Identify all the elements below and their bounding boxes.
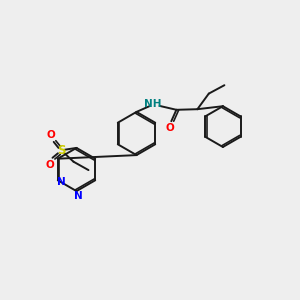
Text: NH: NH — [144, 99, 162, 110]
Text: O: O — [47, 130, 56, 140]
Text: O: O — [165, 123, 174, 133]
Text: N: N — [74, 190, 82, 201]
Text: S: S — [57, 144, 65, 157]
Text: N: N — [57, 177, 66, 187]
Text: O: O — [45, 160, 54, 170]
